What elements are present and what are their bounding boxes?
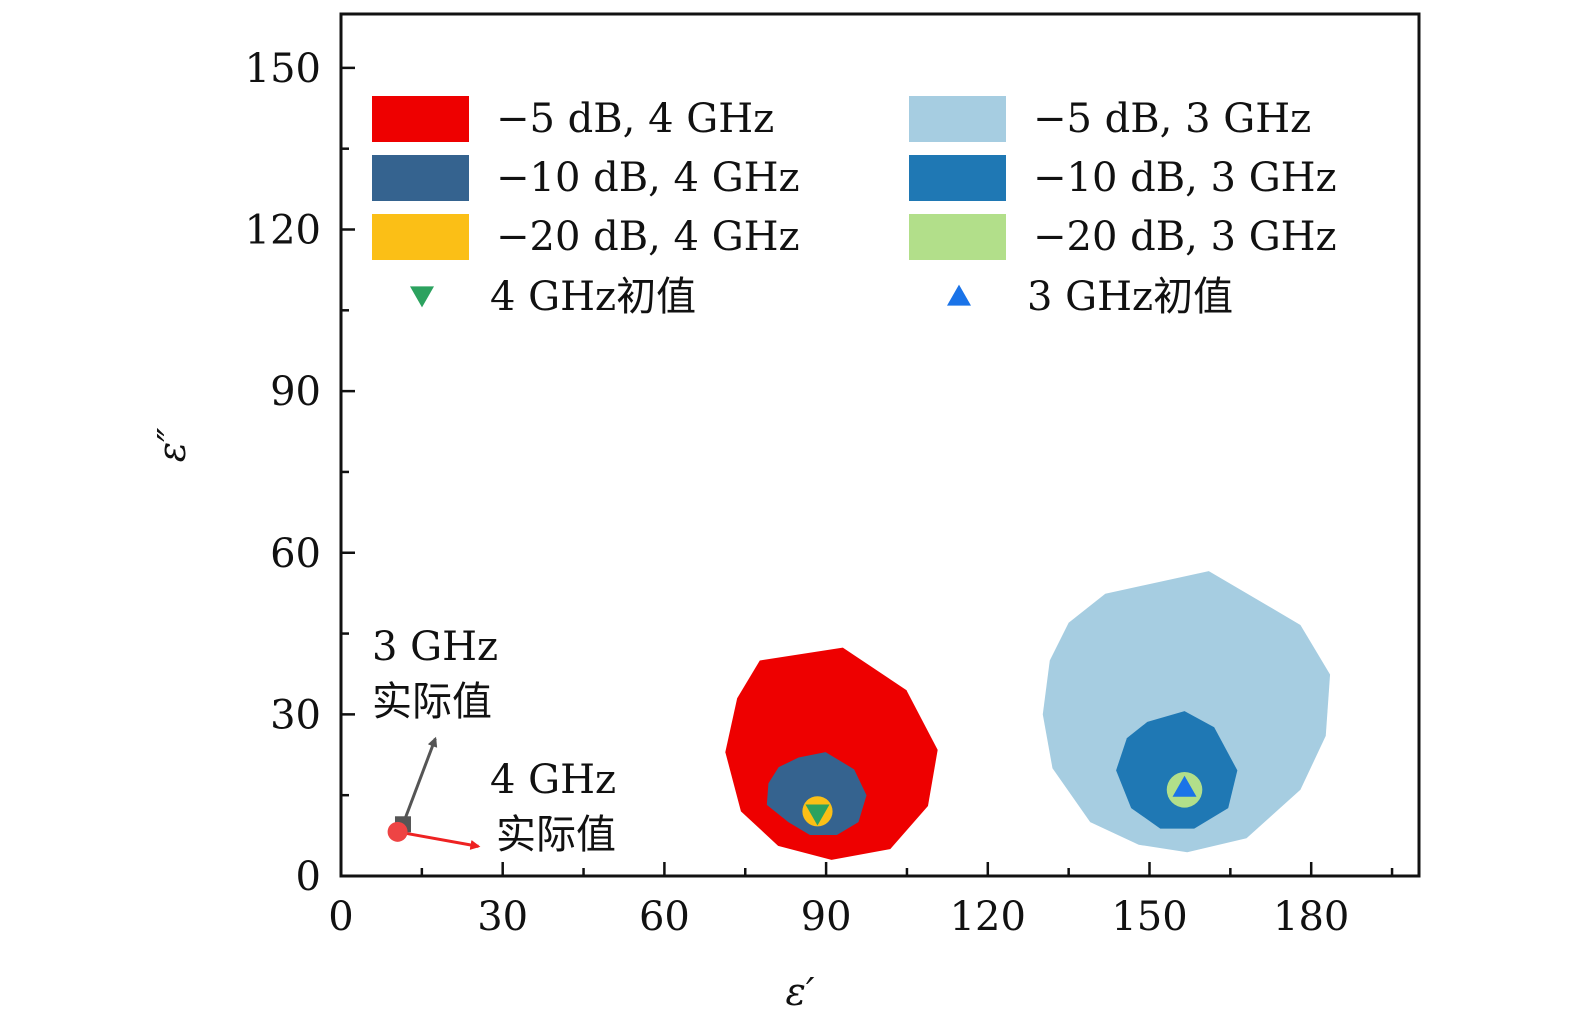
annotation-text-0-0: 3 GHz — [372, 624, 498, 670]
x-tick-label: 120 — [950, 894, 1026, 940]
region-5-db-3-ghz — [1042, 571, 1331, 853]
x-axis: 0 30 60 90 120 150 180 — [328, 862, 1394, 940]
legend-label: 4 GHz初值 — [490, 274, 696, 320]
annotation-text-1-1: 实际值 — [496, 812, 616, 858]
marker-3-ghz — [1172, 775, 1197, 797]
y-tick-label: 60 — [270, 531, 321, 577]
x-tick-label: 90 — [801, 894, 852, 940]
region-10-db-3-ghz — [1116, 711, 1238, 829]
annotation-text-1-0: 4 GHz — [490, 757, 616, 803]
plot-frame — [339, 12, 1421, 878]
x-tick-label: 180 — [1273, 894, 1349, 940]
marker-4-ghz — [805, 804, 830, 826]
legend-swatch — [372, 214, 469, 260]
legend-label: −10 dB, 4 GHz — [496, 155, 800, 201]
legend-swatch — [372, 96, 469, 142]
legend-marker — [410, 286, 434, 308]
y-tick-label: 120 — [245, 208, 321, 254]
legend-label: 3 GHz初值 — [1027, 274, 1233, 320]
region-10-db-4-ghz — [766, 752, 867, 836]
y-axis-title: ε″ — [150, 428, 194, 463]
legend-swatch — [909, 155, 1006, 201]
x-tick-label: 60 — [639, 894, 690, 940]
legend-swatch — [909, 96, 1006, 142]
annotation-arrow-0 — [401, 736, 438, 825]
y-tick-label: 30 — [270, 692, 321, 738]
regions-layer — [725, 571, 1331, 860]
y-tick-label: 90 — [270, 369, 321, 415]
legend-label: −20 dB, 4 GHz — [496, 214, 800, 260]
annotation-text-0-1: 实际值 — [372, 679, 492, 725]
actual-point-circle — [387, 821, 408, 842]
x-tick-label: 30 — [477, 894, 528, 940]
x-tick-label: 150 — [1111, 894, 1187, 940]
annotations: 3 GHz 实际值 4 GHz 实际值 — [372, 624, 616, 858]
legend: −5 dB, 4 GHz −10 dB, 4 GHz −20 dB, 4 GHz −5… — [372, 96, 1337, 320]
legend-label: −10 dB, 3 GHz — [1033, 155, 1337, 201]
markers-layer — [805, 775, 1197, 826]
legend-marker — [947, 284, 971, 306]
x-tick-label: 0 — [328, 894, 353, 940]
y-axis: 0 30 60 90 120 150 — [245, 46, 355, 900]
actual-points-layer — [387, 816, 411, 842]
y-tick-label: 150 — [245, 46, 321, 92]
legend-label: −5 dB, 4 GHz — [496, 96, 774, 142]
y-tick-label: 0 — [296, 854, 321, 900]
annotation-arrow-1 — [397, 830, 481, 850]
legend-label: −5 dB, 3 GHz — [1033, 96, 1311, 142]
legend-swatch — [372, 155, 469, 201]
legend-swatch — [909, 214, 1006, 260]
x-axis-title: ε′ — [785, 970, 814, 1014]
legend-label: −20 dB, 3 GHz — [1033, 214, 1337, 260]
